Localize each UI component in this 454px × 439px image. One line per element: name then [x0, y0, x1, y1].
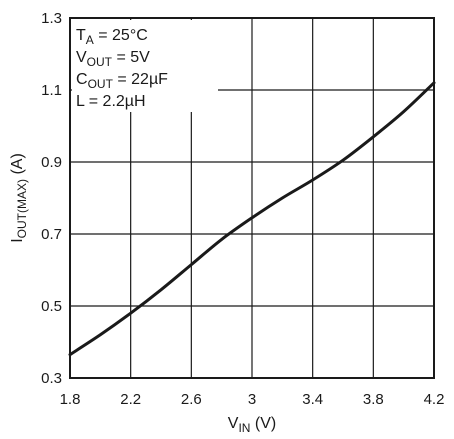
x-tick-label: 3.4 — [302, 391, 323, 408]
y-axis-label: IOUT(MAX) (A) — [9, 153, 29, 243]
y-axis-label-unit: (A) — [9, 153, 26, 179]
annotation-symbol: T — [76, 27, 86, 44]
y-tick-label: 0.7 — [41, 226, 62, 243]
y-tick-label: 0.5 — [41, 298, 62, 315]
annotation-symbol: L — [76, 93, 85, 110]
x-tick-label: 4.2 — [424, 391, 445, 408]
plot-frame — [69, 17, 435, 379]
annotation-symbol: V — [76, 49, 87, 66]
y-tick-label: 0.3 — [41, 370, 62, 387]
annotation-value: = 25°C — [94, 27, 148, 44]
x-axis-label-sub: IN — [238, 421, 250, 435]
y-tick-label: 1.1 — [41, 82, 62, 99]
x-tick-label: 2.6 — [181, 391, 202, 408]
y-tick-label: 0.9 — [41, 154, 62, 171]
x-tick-label: 2.2 — [120, 391, 141, 408]
x-axis-label-unit: (V) — [250, 415, 276, 432]
y-axis-label-main: I — [9, 238, 26, 242]
y-tick-labels: 0.3 0.5 0.7 0.9 1.1 1.3 — [41, 10, 62, 387]
annotation-background — [72, 20, 218, 112]
annotation-subscript: A — [86, 33, 94, 47]
x-tick-label: 3.8 — [363, 391, 384, 408]
x-tick-label: 1.8 — [60, 391, 81, 408]
annotation-line: L = 2.2µH — [76, 93, 146, 110]
x-axis-label-main: V — [228, 415, 239, 432]
annotation-value: = 5V — [112, 49, 150, 66]
annotation-symbol: C — [76, 71, 88, 88]
annotation-line: TA = 25°C — [76, 27, 148, 47]
y-axis-label-sub: OUT(MAX) — [15, 179, 29, 238]
series-layer — [68, 81, 436, 357]
annotation-line: COUT = 22µF — [76, 71, 168, 91]
annotation-value: = 22µF — [113, 71, 168, 88]
y-tick-label: 1.3 — [41, 10, 62, 27]
annotation-subscript: OUT — [88, 77, 114, 91]
x-tick-label: 3 — [248, 391, 256, 408]
annotation-line: VOUT = 5V — [76, 49, 150, 69]
annotation-subscript: OUT — [87, 55, 113, 69]
x-axis-label: VIN (V) — [228, 415, 276, 435]
x-tick-labels: 1.8 2.2 2.6 3 3.4 3.8 4.2 — [60, 391, 445, 408]
annotation-value: = 2.2µH — [84, 93, 145, 110]
series-line-0 — [68, 81, 436, 357]
